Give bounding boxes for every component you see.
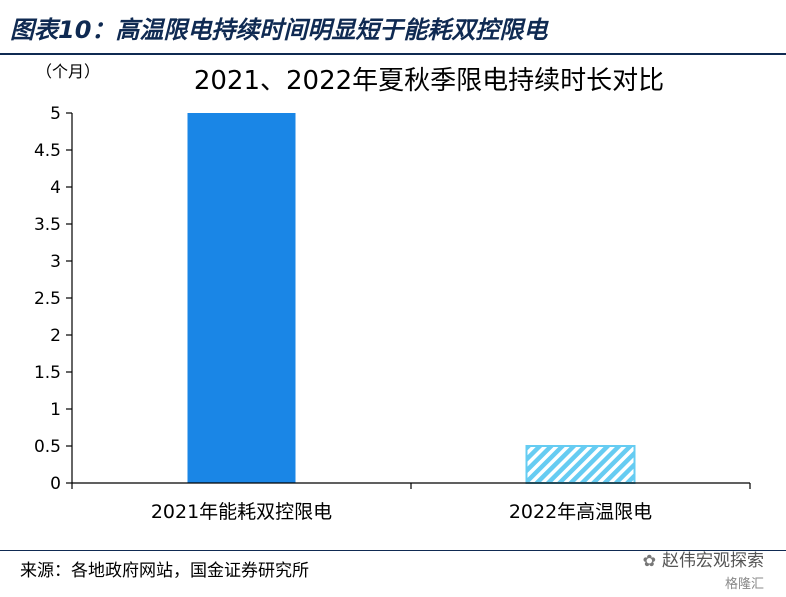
y-tick-label: 3 — [50, 252, 61, 272]
y-tick-label: 0.5 — [34, 437, 61, 457]
figure-title: 图表10：高温限电持续时间明显短于能耗双控限电 — [10, 16, 548, 44]
bar-1 — [187, 113, 296, 483]
watermark: ✿ 赵伟宏观探索 格隆汇 — [643, 550, 764, 596]
watermark-text: 赵伟宏观探索 — [662, 551, 764, 571]
y-tick-label: 1 — [50, 400, 61, 420]
x-tick-label: 2021年能耗双控限电 — [151, 501, 332, 523]
source-note: 来源：各地政府网站，国金证券研究所 — [20, 561, 309, 581]
y-tick-label: 2 — [50, 326, 61, 346]
y-tick-label: 4.5 — [34, 141, 61, 161]
y-tick-label: 2.5 — [34, 289, 61, 309]
y-tick-label: 3.5 — [34, 215, 61, 235]
chart-title: 2021、2022年夏秋季限电持续时长对比 — [194, 66, 664, 96]
bar-2 — [525, 445, 636, 484]
y-tick-label: 0 — [50, 474, 61, 494]
watermark-sub: 格隆汇 — [724, 577, 764, 592]
bar-chart: 2021、2022年夏秋季限电持续时长对比 （个月） 2021年能耗双控限电 2022… — [34, 62, 751, 523]
y-tick-label: 5 — [50, 104, 61, 124]
y-axis-unit-label: （个月） — [36, 62, 100, 81]
title-rule — [0, 53, 786, 55]
wechat-icon: ✿ — [642, 551, 656, 570]
x-tick-label: 2022年高温限电 — [509, 501, 652, 523]
y-tick-label: 1.5 — [34, 363, 61, 383]
y-tick-label: 4 — [50, 178, 61, 198]
source-rule — [0, 550, 786, 551]
